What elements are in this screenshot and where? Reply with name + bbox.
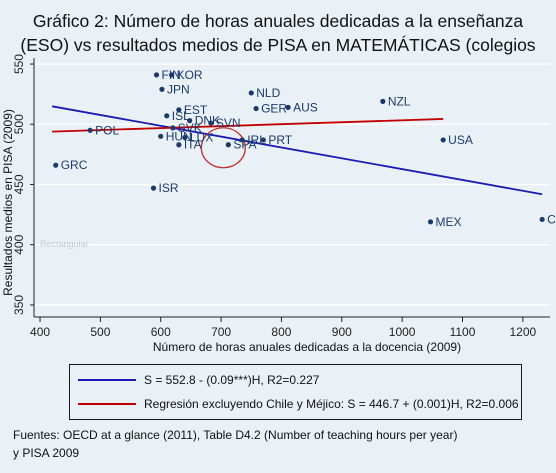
data-point-mex <box>427 219 434 225</box>
data-point-svn <box>208 120 214 126</box>
data-label-ger: GER <box>261 102 287 116</box>
legend-label-full-regression: S = 552.8 - (0.09***)H, R2=0.227 <box>144 373 320 387</box>
x-axis-title: Número de horas anuales dedicadas a la d… <box>153 340 461 354</box>
y-axis-title: Resultados medios en PISA (2009) <box>1 109 15 296</box>
source-note-line-2: y PISA 2009 <box>13 446 80 460</box>
regression-line-1 <box>51 105 543 196</box>
data-label-mex: MEX <box>436 215 462 229</box>
x-tick-label-700: 700 <box>211 325 231 339</box>
data-point-ger <box>253 105 259 112</box>
data-point-jpn <box>159 86 165 92</box>
data-label-aus: AUS <box>293 100 318 114</box>
plot-area <box>34 58 550 317</box>
data-label-nzl: NZL <box>388 94 411 108</box>
data-label-dnk: DNK <box>195 114 220 128</box>
data-label-jpn: JPN <box>167 82 190 96</box>
data-label-spa: SPA <box>233 138 256 152</box>
data-point-usa <box>440 137 446 143</box>
x-tick-label-800: 800 <box>271 325 291 339</box>
data-point-dnk <box>187 118 193 124</box>
x-tick-label-1000: 1000 <box>389 325 416 339</box>
data-label-isl: ISL <box>172 109 190 123</box>
data-label-svn: SVN <box>216 116 241 130</box>
data-point-grc <box>53 162 59 168</box>
chart-legend: S = 552.8 - (0.09***)H, R2=0.227 Regresi… <box>69 364 522 420</box>
legend-item-full-regression: S = 552.8 - (0.09***)H, R2=0.227 <box>78 371 319 389</box>
y-tick-label-450: 450 <box>12 174 26 194</box>
data-label-prt: PRT <box>268 133 292 147</box>
legend-swatch-blue <box>78 379 136 381</box>
highlight-circle-spain <box>200 127 246 169</box>
data-point-isr <box>150 185 157 191</box>
data-point-spa <box>225 142 231 148</box>
data-point-svk <box>170 125 176 131</box>
legend-item-excluding-regression: Regresión excluyendo Chile y Méjico: S =… <box>78 395 519 413</box>
y-tick-label-550: 550 <box>12 54 26 74</box>
data-label-est: EST <box>184 103 208 117</box>
y-tick-label-350: 350 <box>12 295 26 315</box>
data-point-prt <box>260 137 266 143</box>
x-tick-label-1200: 1200 <box>509 325 536 339</box>
data-point-nzl <box>380 98 386 104</box>
y-tick-label-500: 500 <box>12 114 26 134</box>
data-label-irl: IRL <box>247 133 266 147</box>
data-label-pol: POL <box>95 123 119 137</box>
data-point-isl <box>164 113 170 119</box>
data-label-kor: KOR <box>177 68 203 82</box>
data-label-isr: ISR <box>158 181 178 195</box>
data-label-chl: CHL <box>547 212 556 226</box>
data-label-grc: GRC <box>61 158 88 172</box>
data-label-lux: LUX <box>190 131 213 145</box>
data-point-ita <box>176 142 182 148</box>
data-point-est <box>176 107 182 113</box>
data-point-lux <box>182 134 188 141</box>
data-label-ita: ITA <box>184 138 202 152</box>
data-point-fin <box>153 72 160 78</box>
x-tick-label-900: 900 <box>332 325 352 339</box>
faint-annotation: Rectangular <box>40 239 89 249</box>
data-label-nld: NLD <box>256 86 280 100</box>
data-label-usa: USA <box>448 133 473 147</box>
data-point-nld <box>248 90 254 96</box>
regression-line-2 <box>52 118 444 133</box>
data-point-chl <box>539 216 545 223</box>
data-point-aus <box>285 104 291 110</box>
legend-swatch-red <box>78 403 136 405</box>
data-point-kor <box>169 72 175 78</box>
data-point-hun <box>158 133 164 139</box>
x-tick-label-600: 600 <box>151 325 171 339</box>
legend-label-excluding-regression: Regresión excluyendo Chile y Méjico: S =… <box>144 397 519 411</box>
data-point-irl <box>239 137 245 143</box>
y-tick-label-400: 400 <box>12 234 26 254</box>
source-note-line-1: Fuentes: OECD at a glance (2011), Table … <box>13 428 458 442</box>
chart-title-line-1: Gráfico 2: Número de horas anuales dedic… <box>32 11 524 31</box>
x-tick-label-400: 400 <box>30 325 50 339</box>
data-point-pol <box>87 127 93 133</box>
x-tick-label-1100: 1100 <box>450 325 476 339</box>
data-label-svk: SVK <box>178 121 202 135</box>
x-tick-label-500: 500 <box>90 325 110 339</box>
